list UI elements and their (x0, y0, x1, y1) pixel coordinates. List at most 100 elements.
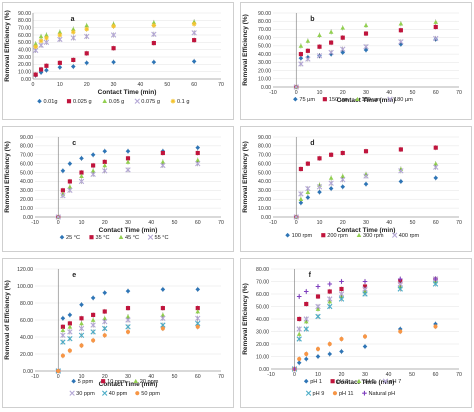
legend-item: pH 11 (332, 391, 353, 397)
data-point (315, 313, 321, 320)
legend-item: pH 7 (382, 378, 401, 385)
series-0-1-g (33, 21, 197, 50)
data-point (91, 338, 96, 343)
y-tick-label: 80.00 (20, 301, 33, 307)
data-point (293, 214, 299, 220)
y-tick-label: 30.00 (20, 188, 33, 194)
data-point (33, 44, 38, 50)
legend-label: 50 ppm (141, 391, 160, 397)
legend-item: pH 3 (330, 379, 348, 385)
x-tick-label: 20 (102, 374, 108, 380)
data-point (363, 149, 369, 154)
legend-item: 35 °C (89, 235, 110, 241)
data-point (195, 306, 200, 311)
data-point (340, 173, 346, 178)
y-axis-label: Removal Efficiency (%) (242, 14, 249, 86)
data-point (102, 148, 108, 154)
legend-item: 180 µm (387, 96, 413, 103)
legend-item: pH 9 (305, 390, 324, 397)
legend-label: 40 ppm (109, 391, 128, 397)
x-tick-label: 70 (456, 372, 462, 378)
legend-item: 300 rpm (356, 232, 384, 239)
x-tick-label: 50 (409, 372, 415, 378)
data-point (316, 184, 323, 190)
legend-item: pH 5 (356, 378, 375, 385)
y-tick-label: 0.00 (261, 85, 271, 91)
legend-label: pH 7 (389, 379, 401, 385)
legend-marker (135, 391, 140, 396)
data-point (304, 301, 309, 307)
x-tick-label: 40 (386, 220, 392, 226)
data-point (315, 284, 321, 289)
y-tick-label: 0.00 (23, 215, 33, 221)
data-point (398, 147, 403, 152)
y-tick-label: 80.00 (256, 267, 269, 273)
data-point (433, 276, 438, 282)
legend-marker (134, 98, 140, 104)
series-180-m (293, 35, 439, 90)
data-point (328, 180, 334, 186)
legend-item: 5 ppm (71, 378, 94, 385)
data-point (433, 324, 438, 329)
y-tick-label: 0.00 (21, 77, 31, 83)
data-point (70, 26, 76, 31)
series-150-m (294, 24, 438, 90)
x-tick-label: 20 (84, 82, 90, 88)
data-point (398, 329, 403, 334)
x-tick-label: -10 (269, 90, 277, 96)
data-point (340, 150, 345, 156)
series-30-ppm (55, 315, 201, 374)
y-tick-label: 80.00 (258, 19, 271, 25)
data-point (111, 46, 116, 51)
x-tick-label: 0 (295, 90, 298, 96)
chart-svg: 0.00 20.00 40.00 60.00 80.00 100.00 120.00 -10 0… (4, 267, 224, 397)
x-tick-label: 10 (317, 90, 323, 96)
x-tick-label: 60 (433, 90, 439, 96)
x-tick-label: 0 (295, 220, 298, 226)
data-point (398, 28, 403, 33)
data-point (60, 339, 66, 345)
legend-label: 10 ppm (107, 379, 126, 385)
x-tick-label: 70 (218, 82, 224, 88)
data-point (57, 64, 63, 70)
legend-marker (102, 390, 108, 396)
data-point (60, 188, 65, 193)
x-tick-label: 40 (138, 82, 144, 88)
x-tick-label: 40 (386, 372, 392, 378)
data-point (84, 33, 90, 40)
data-point (44, 35, 49, 41)
data-point (192, 38, 197, 43)
data-point (67, 348, 72, 353)
x-tick-label: 30 (362, 372, 368, 378)
data-point (90, 317, 96, 322)
data-point (57, 36, 63, 43)
y-tick-label: 20.00 (18, 62, 31, 68)
legend-item: 25 °C (59, 234, 80, 241)
panel-label: d (310, 140, 314, 147)
data-point (78, 178, 85, 185)
x-tick-label: 50 (410, 90, 416, 96)
data-point (67, 161, 73, 166)
data-point (79, 156, 84, 161)
data-point (67, 321, 72, 326)
x-tick-label: 60 (191, 82, 197, 88)
data-point (102, 159, 107, 164)
y-tick-label: 10.00 (20, 206, 33, 212)
data-point (160, 150, 165, 156)
data-point (328, 49, 334, 56)
legend-item: pH 1 (303, 378, 322, 385)
data-point (195, 309, 201, 314)
data-point (160, 306, 165, 311)
y-tick-label: 90.00 (20, 135, 33, 141)
data-point (433, 164, 439, 170)
series-400-rpm (293, 164, 439, 220)
data-point (433, 19, 439, 24)
legend-item: 30 ppm (69, 390, 95, 397)
legend-label: 25 °C (66, 235, 80, 241)
data-point (191, 21, 197, 27)
data-point (340, 35, 345, 40)
legend-label: 35 °C (96, 235, 110, 241)
legend-item: 0.01g (37, 98, 58, 105)
data-point (151, 20, 157, 25)
y-tick-label: 20.00 (256, 342, 269, 348)
